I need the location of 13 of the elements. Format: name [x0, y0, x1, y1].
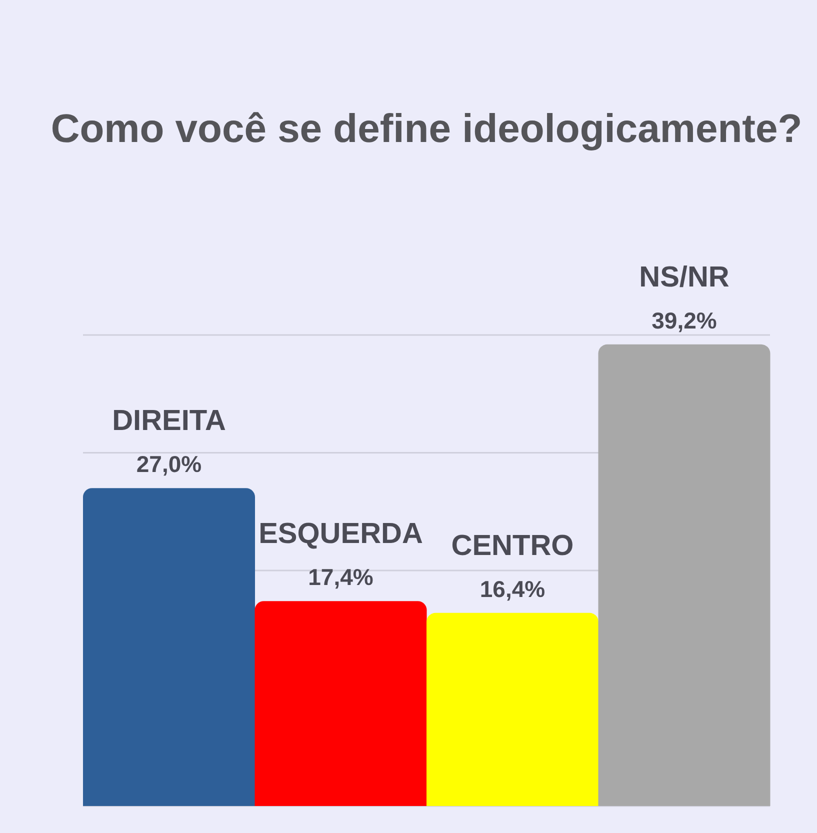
- bar: [598, 344, 770, 806]
- data-label: 27,0%: [136, 451, 202, 478]
- bar: [254, 601, 427, 806]
- x-tick-label: NS/NR: [639, 261, 730, 294]
- bar: [426, 612, 598, 806]
- x-tick-label: DIREITA: [112, 405, 226, 438]
- data-label: 17,4%: [308, 564, 374, 590]
- bar: [83, 488, 255, 806]
- data-label: 39,2%: [652, 307, 717, 334]
- x-tick-label: CENTRO: [451, 530, 574, 562]
- data-label: 16,4%: [480, 576, 546, 602]
- chart-title: Como você se define ideologicamente?: [50, 106, 804, 153]
- x-tick-label: ESQUERDA: [258, 518, 423, 550]
